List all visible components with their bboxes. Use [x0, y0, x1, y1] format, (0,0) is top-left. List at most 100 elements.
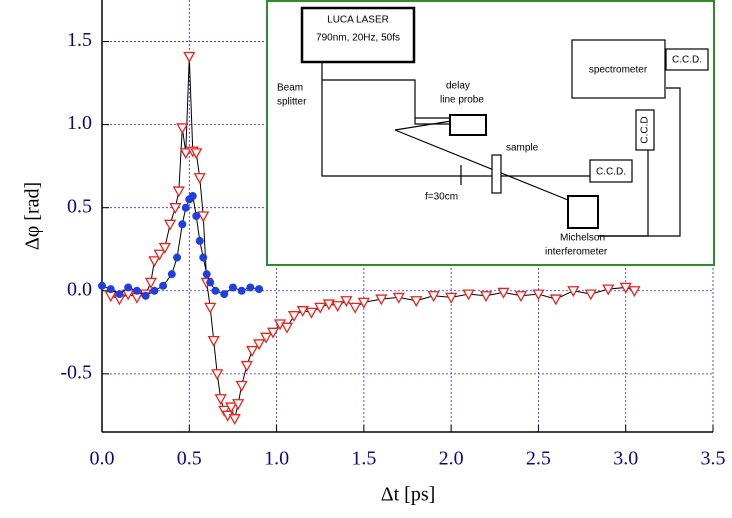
laser-box — [300, 6, 416, 64]
data-point — [255, 285, 264, 294]
data-point — [322, 299, 336, 311]
data-point — [349, 302, 362, 314]
x-tick-label: 0.0 — [90, 448, 115, 470]
beam — [321, 62, 482, 125]
data-point — [150, 286, 159, 295]
data-point — [202, 270, 211, 279]
data-point — [305, 307, 318, 319]
data-point — [266, 327, 280, 339]
data-point — [375, 294, 388, 306]
data-point — [392, 292, 405, 304]
inset-label: spectrometer — [589, 65, 648, 76]
data-point — [602, 284, 615, 296]
data-point — [246, 345, 259, 357]
data-point — [549, 294, 562, 306]
laser-spec: 790nm, 20Hz, 50fs — [316, 33, 400, 44]
data-point — [445, 292, 458, 304]
data-point — [167, 270, 176, 279]
y-tick-label: 0.5 — [67, 195, 92, 217]
x-tick-label: 2.5 — [526, 448, 551, 470]
inset-diagram: LUCA LASER 790nm, 20Hz, 50fs Beam splitt… — [266, 0, 715, 266]
data-point — [197, 211, 210, 223]
data-point — [188, 192, 197, 201]
ccd-box — [589, 159, 633, 183]
data-point — [190, 148, 203, 160]
data-point — [207, 335, 220, 347]
x-tick-label: 3.0 — [613, 448, 638, 470]
data-point — [296, 306, 309, 318]
inset-label: C.C.D. — [596, 167, 626, 178]
data-point — [228, 414, 241, 426]
x-tick-label: 0.5 — [177, 448, 202, 470]
data-point — [287, 311, 301, 323]
data-point — [199, 253, 208, 262]
data-point — [193, 173, 206, 185]
data-point — [237, 286, 246, 295]
x-tick-label: 3.5 — [701, 448, 726, 470]
data-point — [280, 322, 294, 334]
inset-label: C.C.D. — [672, 55, 702, 66]
data-point — [314, 302, 327, 314]
data-point — [462, 289, 475, 301]
data-point — [173, 253, 182, 262]
inset-label: line probe — [440, 95, 484, 106]
data-point — [259, 332, 273, 344]
data-point — [619, 282, 632, 294]
beam — [321, 80, 598, 177]
ccd-box — [635, 109, 655, 151]
inset-label: Beam — [277, 83, 303, 94]
inset-label: Michelson — [560, 233, 605, 244]
data-point — [124, 283, 133, 292]
data-point — [628, 286, 641, 298]
data-point — [169, 203, 182, 215]
data-point — [214, 394, 227, 406]
data-point — [253, 339, 266, 351]
laser-name: LUCA LASER — [327, 15, 389, 26]
series-line — [101, 195, 260, 297]
inset-label: splitter — [277, 97, 307, 108]
data-point — [115, 290, 124, 299]
data-point — [514, 291, 528, 303]
michelson-box — [567, 195, 599, 229]
data-point — [144, 277, 157, 289]
data-point — [98, 281, 106, 290]
data-point — [232, 399, 245, 411]
y-tick-label: -0.5 — [60, 361, 92, 383]
delay-stage — [449, 114, 487, 136]
data-point — [106, 285, 115, 294]
data-point — [497, 287, 510, 299]
data-point — [206, 278, 215, 287]
spectrometer-box — [571, 39, 666, 99]
y-tick-label: 1.0 — [67, 112, 92, 134]
beam — [598, 87, 681, 237]
data-point — [220, 290, 229, 299]
x-tick-label: 1.0 — [264, 448, 289, 470]
inset-label: delay — [446, 81, 470, 92]
data-point — [211, 286, 220, 295]
data-point — [225, 402, 238, 414]
data-point — [204, 302, 217, 314]
data-point — [340, 296, 353, 308]
data-point — [567, 286, 580, 298]
data-point — [235, 380, 248, 392]
beam — [394, 129, 569, 201]
data-point — [532, 289, 545, 301]
data-point — [178, 220, 187, 229]
x-tick-label: 2.0 — [439, 448, 464, 470]
data-point — [357, 297, 370, 309]
data-point — [172, 186, 185, 198]
data-point — [479, 291, 493, 303]
data-point — [176, 123, 189, 135]
data-point — [240, 360, 253, 372]
data-point — [228, 283, 237, 292]
data-point — [181, 203, 190, 212]
inset-label: interferometer — [545, 247, 608, 258]
inset-label: f=30cm — [425, 192, 458, 203]
data-point — [584, 289, 597, 301]
data-point — [427, 291, 440, 303]
data-point — [158, 242, 171, 254]
data-point — [159, 281, 168, 290]
y-tick-label: 0.0 — [67, 278, 92, 300]
inset-label: sample — [506, 143, 539, 154]
